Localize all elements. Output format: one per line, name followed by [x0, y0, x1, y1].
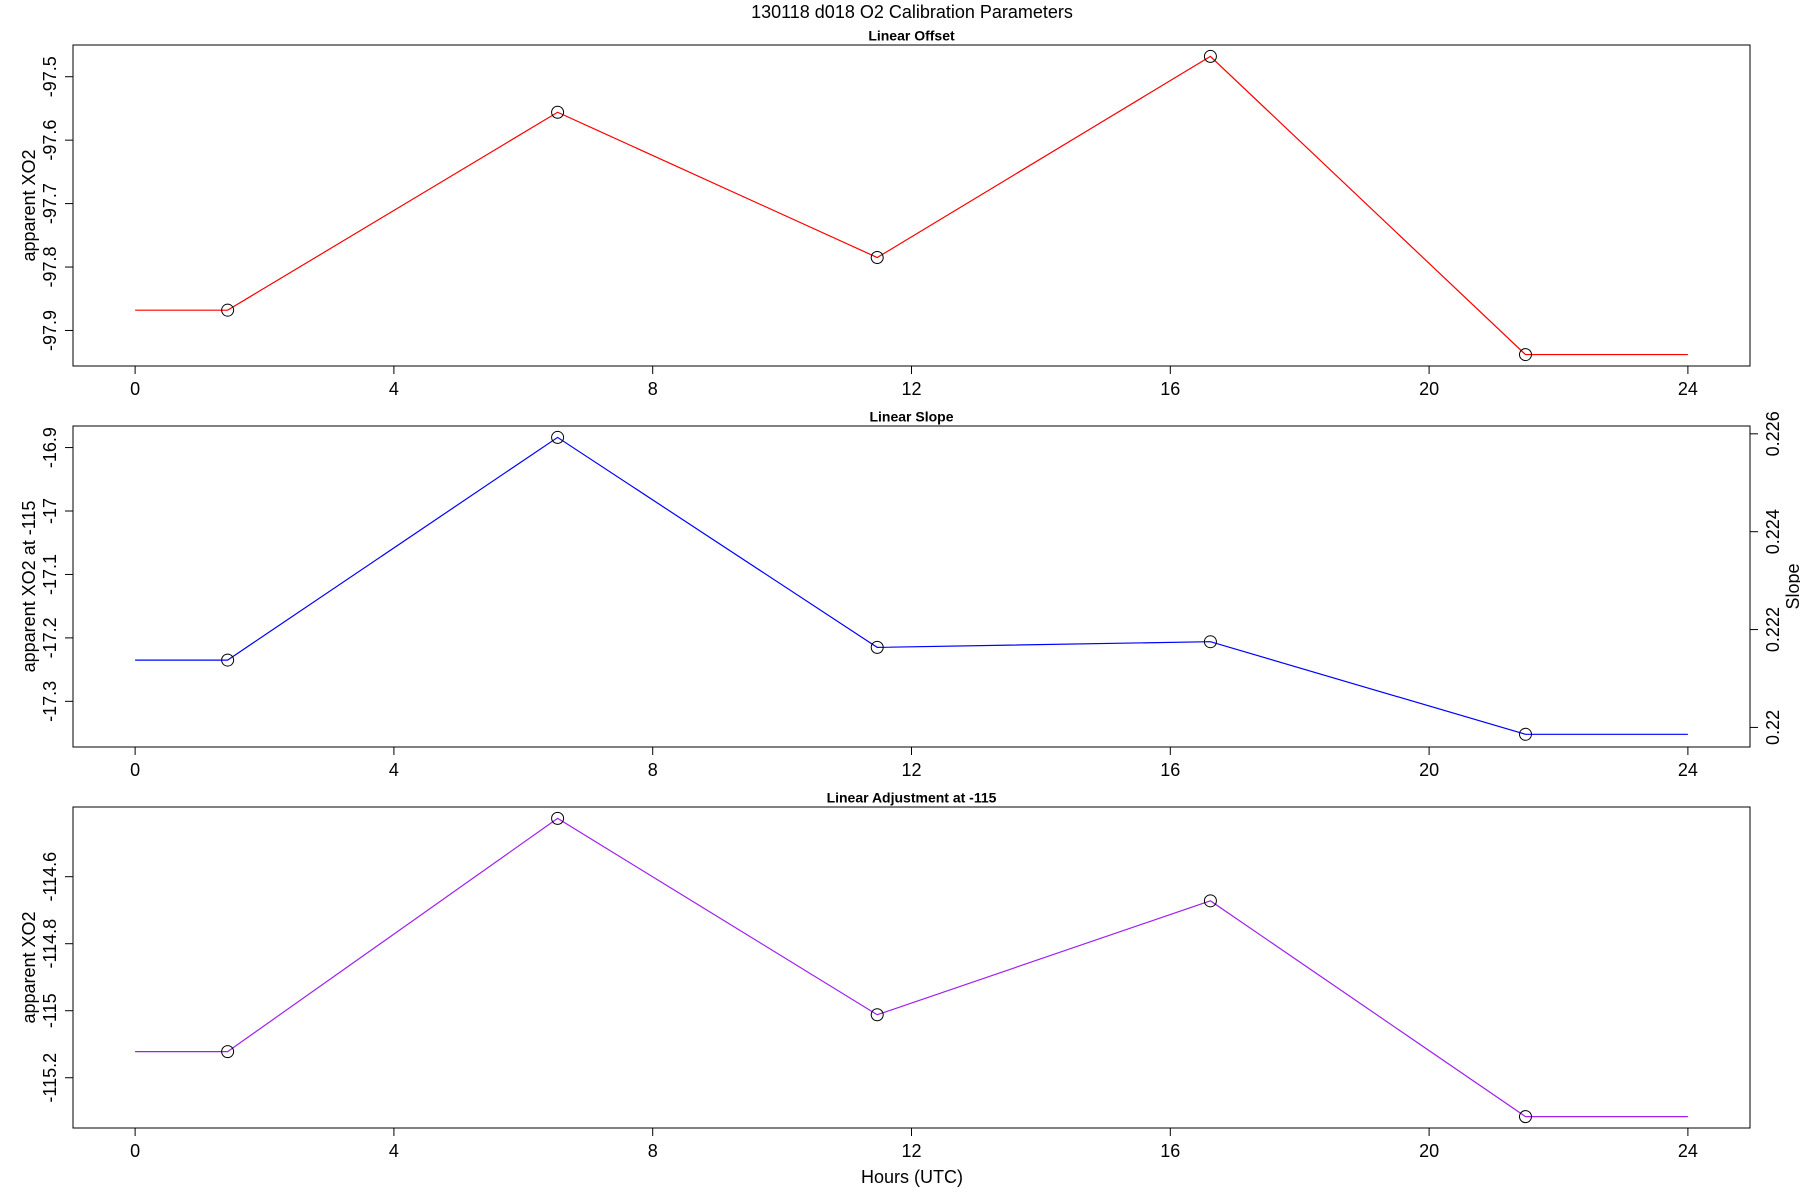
x-tick-label: 0: [130, 760, 140, 780]
data-point: [870, 251, 884, 265]
y2-tick-label: 0.224: [1763, 509, 1783, 554]
x-tick-label: 16: [1160, 760, 1180, 780]
y2-tick-label: 0.222: [1763, 607, 1783, 652]
x-tick-label: 24: [1678, 760, 1698, 780]
x-tick-label: 4: [389, 379, 399, 399]
x-tick-label: 24: [1678, 1141, 1698, 1161]
y2-tick-label: 0.226: [1763, 411, 1783, 456]
data-line: [135, 436, 1688, 735]
y-tick-label: -97.9: [40, 310, 60, 351]
data-point: [870, 1008, 884, 1022]
y-tick-label: -17: [40, 498, 60, 524]
plot-frame: [72, 806, 1751, 1129]
x-tick-label: 24: [1678, 379, 1698, 399]
x-axis-label: Hours (UTC): [861, 1167, 963, 1187]
y-tick-label: -115.2: [40, 1053, 60, 1103]
y-tick-label: -16.9: [40, 427, 60, 468]
data-point: [1518, 727, 1532, 741]
x-tick-label: 20: [1419, 379, 1439, 399]
y-tick-label: -17.1: [40, 554, 60, 595]
y2-tick-label: 0.22: [1763, 710, 1783, 745]
x-tick-label: 20: [1419, 760, 1439, 780]
y-tick-label: -97.6: [40, 120, 60, 161]
data-point: [1518, 348, 1532, 362]
x-tick-label: 8: [648, 760, 658, 780]
data-point: [1203, 894, 1217, 908]
data-point: [221, 1045, 235, 1059]
panel-title: Linear Offset: [868, 28, 955, 44]
y-tick-label: -17.2: [40, 617, 60, 658]
data-point: [551, 105, 565, 119]
x-tick-label: 0: [130, 379, 140, 399]
data-point: [551, 430, 565, 444]
data-point: [1518, 1110, 1532, 1124]
x-tick-label: 12: [901, 760, 921, 780]
page-title: 130118 d018 O2 Calibration Parameters: [751, 2, 1073, 22]
x-tick-label: 4: [389, 1141, 399, 1161]
y-axis-label: apparent XO2: [19, 911, 39, 1023]
x-tick-label: 8: [648, 379, 658, 399]
y-axis-label: apparent XO2: [19, 149, 39, 261]
data-point: [221, 303, 235, 317]
y-tick-label: -17.3: [40, 681, 60, 722]
data-line: [135, 817, 1688, 1118]
y-tick-label: -114.8: [40, 919, 60, 969]
data-point: [870, 640, 884, 654]
y-tick-label: -97.7: [40, 183, 60, 224]
x-tick-label: 20: [1419, 1141, 1439, 1161]
data-point: [1203, 635, 1217, 649]
y2-axis-label: Slope: [1783, 563, 1800, 609]
data-point: [551, 811, 565, 825]
data-line: [135, 55, 1688, 356]
panel-title: Linear Adjustment at -115: [827, 790, 997, 806]
plot-frame: [72, 425, 1751, 748]
y-axis-label: apparent XO2 at -115: [19, 501, 39, 673]
panel-title: Linear Slope: [869, 409, 953, 425]
plot-frame: [72, 44, 1751, 367]
data-point: [1203, 49, 1217, 63]
x-tick-label: 12: [901, 1141, 921, 1161]
x-tick-label: 4: [389, 760, 399, 780]
x-tick-label: 0: [130, 1141, 140, 1161]
y-tick-label: -97.8: [40, 247, 60, 288]
x-tick-label: 16: [1160, 1141, 1180, 1161]
y-tick-label: -115: [40, 993, 60, 1028]
x-tick-label: 8: [648, 1141, 658, 1161]
y-tick-label: -114.6: [40, 852, 60, 902]
x-tick-label: 16: [1160, 379, 1180, 399]
data-point: [221, 653, 235, 667]
y-tick-label: -97.5: [40, 56, 60, 97]
x-tick-label: 12: [901, 379, 921, 399]
